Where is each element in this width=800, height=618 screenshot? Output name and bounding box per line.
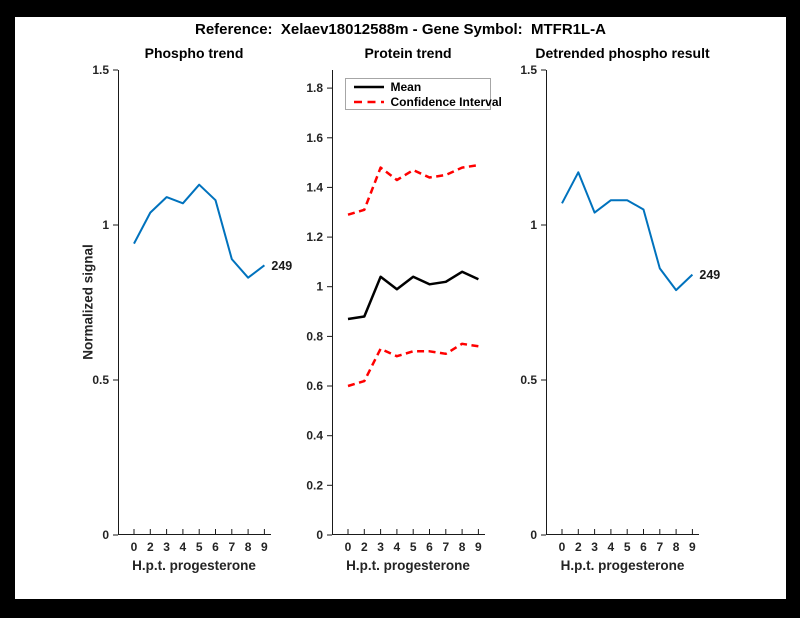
subplot-title-phospho: Phospho trend [144, 45, 244, 61]
series-ci-lower [347, 342, 479, 388]
protein-trend-chart: 0 2 3 4 5 6 7 8 900.20.40.60.811.21.41.61.8 [306, 70, 485, 554]
confidence-interval-line-sample [353, 100, 384, 103]
series-phospho-signal [132, 183, 265, 279]
x-tick-label: 8 [458, 540, 465, 554]
x-tick-label: 5 [409, 540, 416, 554]
y-tick-label: 0.2 [306, 478, 323, 492]
y-tick-label: 1 [530, 218, 537, 232]
y-tick-label: 0 [530, 528, 537, 542]
legend-row-mean: Mean [346, 80, 490, 94]
y-tick-label: 0.4 [306, 429, 323, 443]
y-tick-label: 0 [102, 528, 109, 542]
legend-label-mean: Mean [390, 79, 422, 94]
y-tick-label: 0.5 [520, 373, 537, 387]
x-tick-label: 0 [130, 540, 137, 554]
x-axis-label-detrended: H.p.t. progesterone [560, 558, 685, 573]
y-tick-label: 1 [102, 218, 109, 232]
y-tick-label: 0.8 [306, 329, 323, 343]
x-tick-label: 4 [179, 540, 186, 554]
x-tick-label: 6 [426, 540, 433, 554]
y-tick-label: 0 [316, 528, 323, 542]
y-tick-label: 0.5 [92, 373, 109, 387]
x-tick-label: 0 [559, 540, 566, 554]
x-tick-label: 2 [575, 540, 582, 554]
series-end-label: 249 [699, 268, 720, 282]
y-tick-label: 1 [316, 280, 323, 294]
x-tick-label: 5 [195, 540, 202, 554]
axis-spines [546, 70, 699, 535]
x-tick-label: 4 [393, 540, 400, 554]
x-axis-label-protein: H.p.t. progesterone [346, 558, 470, 573]
figure-title: Reference: Xelaev18012588m - Gene Symbol… [195, 21, 606, 38]
x-tick-label: 5 [624, 540, 631, 554]
mean-line-sample [353, 85, 384, 88]
x-tick-label: 7 [228, 540, 235, 554]
y-axis-label: Normalized signal [80, 244, 95, 360]
y-tick-label: 0.6 [306, 379, 323, 393]
legend-box: Mean Confidence Interval [344, 78, 502, 110]
detrended-phospho-subplot: Detrended phospho result 0 2 3 4 5 6 7 8 9 0 0.5 1 1… [520, 45, 720, 573]
x-tick-label: 7 [442, 540, 449, 554]
series-end-label: 249 [271, 259, 292, 273]
protein-trend-subplot: Protein trend 0 2 3 4 5 6 7 8 9 0 0.2 0.4 0.6 0.8 1 1.2… [306, 45, 502, 573]
x-tick-label: 6 [640, 540, 647, 554]
x-tick-label: 0 [344, 540, 351, 554]
y-tick-label: 1.6 [306, 131, 323, 145]
x-tick-label: 6 [212, 540, 219, 554]
figure-canvas: Reference: Xelaev18012588m - Gene Symbol… [15, 17, 786, 599]
y-tick-label: 1.8 [306, 81, 323, 95]
axis-spines [117, 70, 271, 535]
x-axis-label-phospho: H.p.t. progesterone [132, 558, 256, 573]
x-tick-label: 3 [377, 540, 384, 554]
series-detrended-phospho [561, 171, 694, 292]
x-tick-label: 2 [146, 540, 153, 554]
x-tick-label: 9 [689, 540, 696, 554]
y-tick-label: 1.5 [92, 63, 109, 77]
y-tick-label: 1.4 [306, 180, 323, 194]
x-tick-label: 8 [244, 540, 251, 554]
x-tick-label: 9 [261, 540, 268, 554]
x-tick-label: 2 [360, 540, 367, 554]
y-tick-label: 1.2 [306, 230, 323, 244]
series-ci-upper [347, 163, 479, 216]
x-tick-label: 3 [163, 540, 170, 554]
legend-label-ci: Confidence Interval [390, 94, 502, 109]
x-tick-label: 3 [591, 540, 598, 554]
subplot-title-protein: Protein trend [364, 45, 452, 61]
legend-row-ci: Confidence Interval [346, 95, 502, 109]
x-tick-label: 9 [475, 540, 482, 554]
x-tick-label: 7 [656, 540, 663, 554]
subplot-title-detrended: Detrended phospho result [535, 45, 710, 61]
series-mean [347, 270, 479, 321]
y-tick-label: 1.5 [520, 63, 537, 77]
x-tick-label: 8 [673, 540, 680, 554]
x-tick-label: 4 [608, 540, 615, 554]
axis-spines [331, 70, 485, 535]
